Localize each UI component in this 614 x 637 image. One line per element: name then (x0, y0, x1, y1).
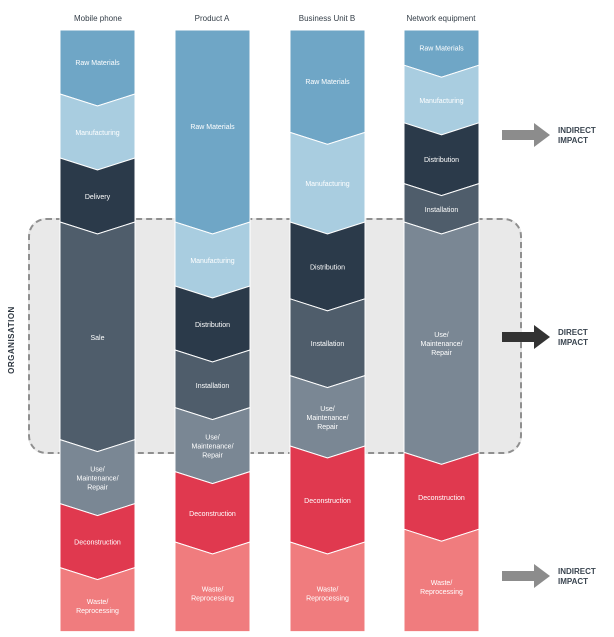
impact-indirect-bottom: INDIRECT IMPACT (500, 563, 614, 597)
stage-business-unit-b-raw-materials (289, 29, 366, 145)
stage-label: Use/ (320, 406, 334, 413)
stage-label: Deconstruction (189, 511, 236, 518)
stage-label: Waste/ (87, 599, 109, 606)
stage-label: Use/ (434, 332, 448, 339)
stage-label: Delivery (85, 194, 111, 201)
organisation-label-text: ORGANISATION (7, 306, 16, 374)
stage-label: Manufacturing (419, 98, 463, 105)
stage-label: Deconstruction (74, 540, 121, 547)
arrow-right-icon (502, 325, 550, 349)
impact-indirect-top-line2: IMPACT (558, 136, 589, 145)
stage-label: Raw Materials (190, 124, 235, 131)
arrow-right-icon (502, 123, 550, 147)
stage-business-unit-b-waste-reprocessing (289, 541, 366, 633)
stage-label: Reprocessing (306, 595, 349, 602)
impact-direct-line2: IMPACT (558, 338, 589, 347)
stage-label: Raw Materials (75, 60, 120, 67)
stage-label: Distribution (195, 322, 230, 329)
stage-label: Sale (90, 335, 104, 342)
impact-indirect-top: INDIRECT IMPACT (500, 122, 614, 156)
stage-mobile-phone-raw-materials (59, 29, 136, 107)
stage-label: Reprocessing (76, 608, 119, 615)
stage-label: Manufacturing (305, 181, 349, 188)
stage-label: Installation (425, 207, 459, 214)
stage-label: Maintenance/ (191, 444, 233, 451)
stage-label: Raw Materials (419, 46, 464, 53)
impact-indirect-top-line1: INDIRECT (558, 126, 596, 135)
stage-label: Deconstruction (418, 495, 465, 502)
stage-label: Reprocessing (191, 595, 234, 602)
stage-label: Installation (196, 383, 230, 390)
stage-product-a-raw-materials (174, 29, 251, 235)
stage-label: Distribution (424, 157, 459, 164)
stage-label: Repair (202, 453, 223, 460)
stage-label: Distribution (310, 264, 345, 271)
arrow-right-icon (502, 564, 550, 588)
stage-label: Repair (317, 424, 338, 431)
stage-label: Manufacturing (75, 130, 119, 137)
impact-indirect-bottom-line2: IMPACT (558, 577, 589, 586)
stage-label: Use/ (205, 435, 219, 442)
stage-product-a-waste-reprocessing (174, 541, 251, 633)
stage-label: Deconstruction (304, 498, 351, 505)
column-title-network-equipment: Network equipment (406, 14, 476, 23)
stage-label: Waste/ (431, 580, 453, 587)
column-title-product-a: Product A (194, 14, 230, 23)
column-title-mobile-phone: Mobile phone (73, 14, 123, 23)
stage-label: Raw Materials (305, 79, 350, 86)
stage-label: Waste/ (317, 586, 339, 593)
stage-label: Repair (431, 350, 452, 357)
stage-label: Waste/ (202, 586, 224, 593)
column-title-business-unit-b: Business Unit B (298, 14, 356, 23)
organisation-label-svg: ORGANISATION (7, 306, 16, 374)
stage-mobile-phone-waste-reprocessing (59, 566, 136, 633)
impact-indirect-bottom-line1: INDIRECT (558, 567, 596, 576)
stage-network-equipment-waste-reprocessing (403, 528, 480, 633)
stage-label: Maintenance/ (420, 341, 462, 348)
impact-direct: DIRECT IMPACT (500, 324, 614, 358)
impact-direct-line1: DIRECT (558, 328, 588, 337)
stage-label: Maintenance/ (306, 415, 348, 422)
stage-label: Manufacturing (190, 258, 234, 265)
stage-label: Reprocessing (420, 589, 463, 596)
stage-label: Installation (311, 341, 345, 348)
stage-label: Use/ (90, 467, 104, 474)
stage-label: Maintenance/ (76, 476, 118, 483)
stage-label: Repair (87, 485, 108, 492)
organisation-label: ORGANISATION (4, 306, 34, 374)
